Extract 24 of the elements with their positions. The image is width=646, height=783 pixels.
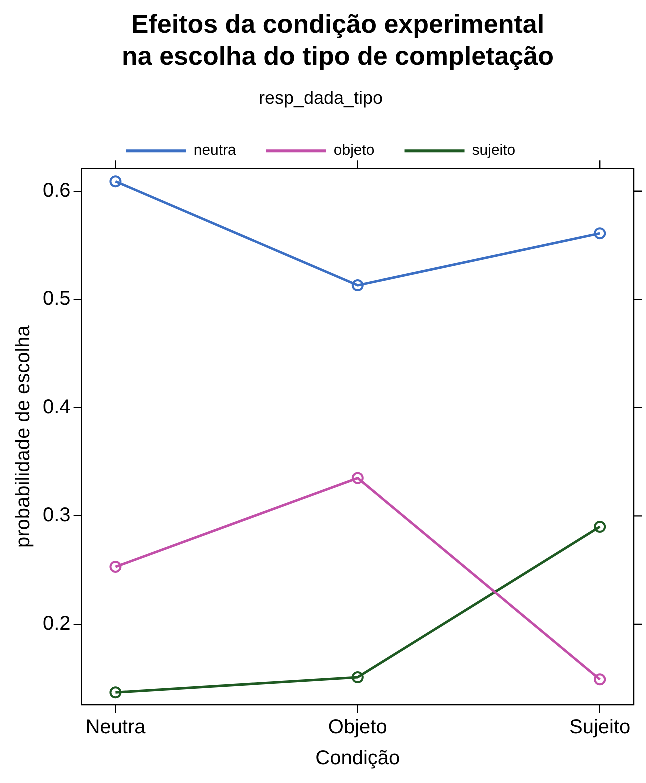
y-tick-label: 0.6	[42, 180, 71, 202]
x-tick-label: Objeto	[328, 716, 388, 739]
point	[110, 176, 122, 188]
chart-title: Efeitos da condição experimental na escolha do tipo de completação	[121, 8, 555, 72]
legend-label: objeto	[334, 142, 375, 160]
point	[594, 520, 606, 533]
x-tick-label: Sujeito	[570, 716, 631, 739]
point	[110, 561, 122, 574]
y-tick-label: 0.4	[42, 396, 71, 418]
point	[352, 672, 364, 684]
legend-title: resp_dada_tipo	[258, 88, 384, 108]
y-tick-label: 0.2	[42, 612, 71, 635]
y-axis-title: probabilidade de escolha	[12, 324, 35, 548]
x-tick-label: Neutra	[86, 716, 147, 739]
point	[594, 674, 606, 686]
point	[594, 228, 606, 240]
point	[110, 686, 122, 699]
legend-label: neutra	[194, 142, 238, 160]
legend-label: sujeito	[472, 142, 516, 160]
x-axis-title: Condição	[316, 748, 400, 770]
point	[352, 280, 364, 292]
point	[352, 472, 364, 484]
y-tick-label: 0.5	[42, 288, 71, 310]
y-tick-label: 0.3	[42, 504, 71, 527]
